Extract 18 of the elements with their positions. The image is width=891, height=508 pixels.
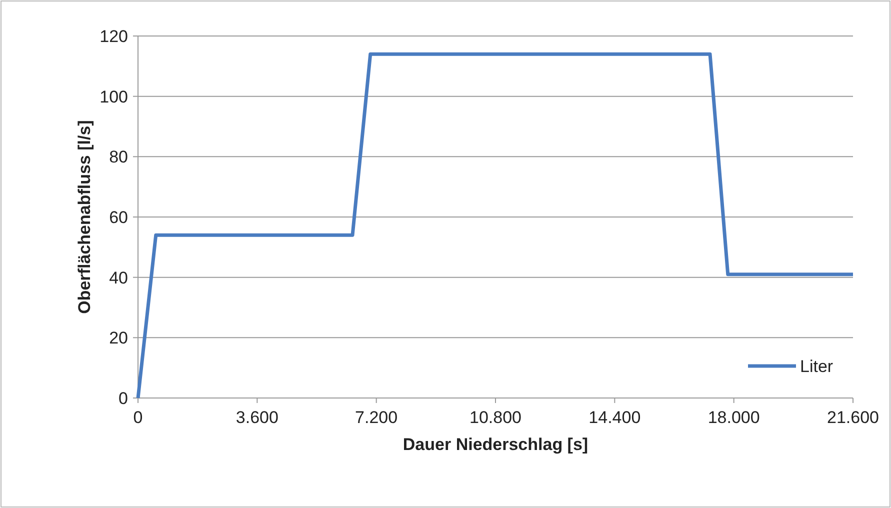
y-axis-title: Oberflächenabfluss [l/s] bbox=[75, 120, 94, 314]
y-tick-label: 60 bbox=[109, 208, 128, 227]
y-tick-label: 40 bbox=[109, 268, 128, 288]
y-tick-label: 80 bbox=[109, 148, 128, 167]
x-tick-label: 21.600 bbox=[827, 408, 879, 427]
x-tick-label: 0 bbox=[133, 408, 143, 427]
legend-label: Liter bbox=[800, 356, 834, 376]
x-tick-label: 3.600 bbox=[236, 408, 278, 427]
y-tick-label: 100 bbox=[100, 87, 128, 106]
x-tick-label: 7.200 bbox=[355, 408, 398, 427]
x-axis-title: Dauer Niederschlag [s] bbox=[402, 435, 588, 454]
line-series bbox=[136, 52, 855, 400]
x-tick-label: 14.400 bbox=[588, 408, 641, 427]
y-tick-label: 0 bbox=[118, 388, 128, 408]
x-tick-label: 18.000 bbox=[708, 408, 760, 427]
x-tick-label: 10.800 bbox=[470, 408, 522, 427]
y-tick-label: 120 bbox=[100, 26, 128, 46]
y-tick-label: 20 bbox=[109, 328, 128, 348]
